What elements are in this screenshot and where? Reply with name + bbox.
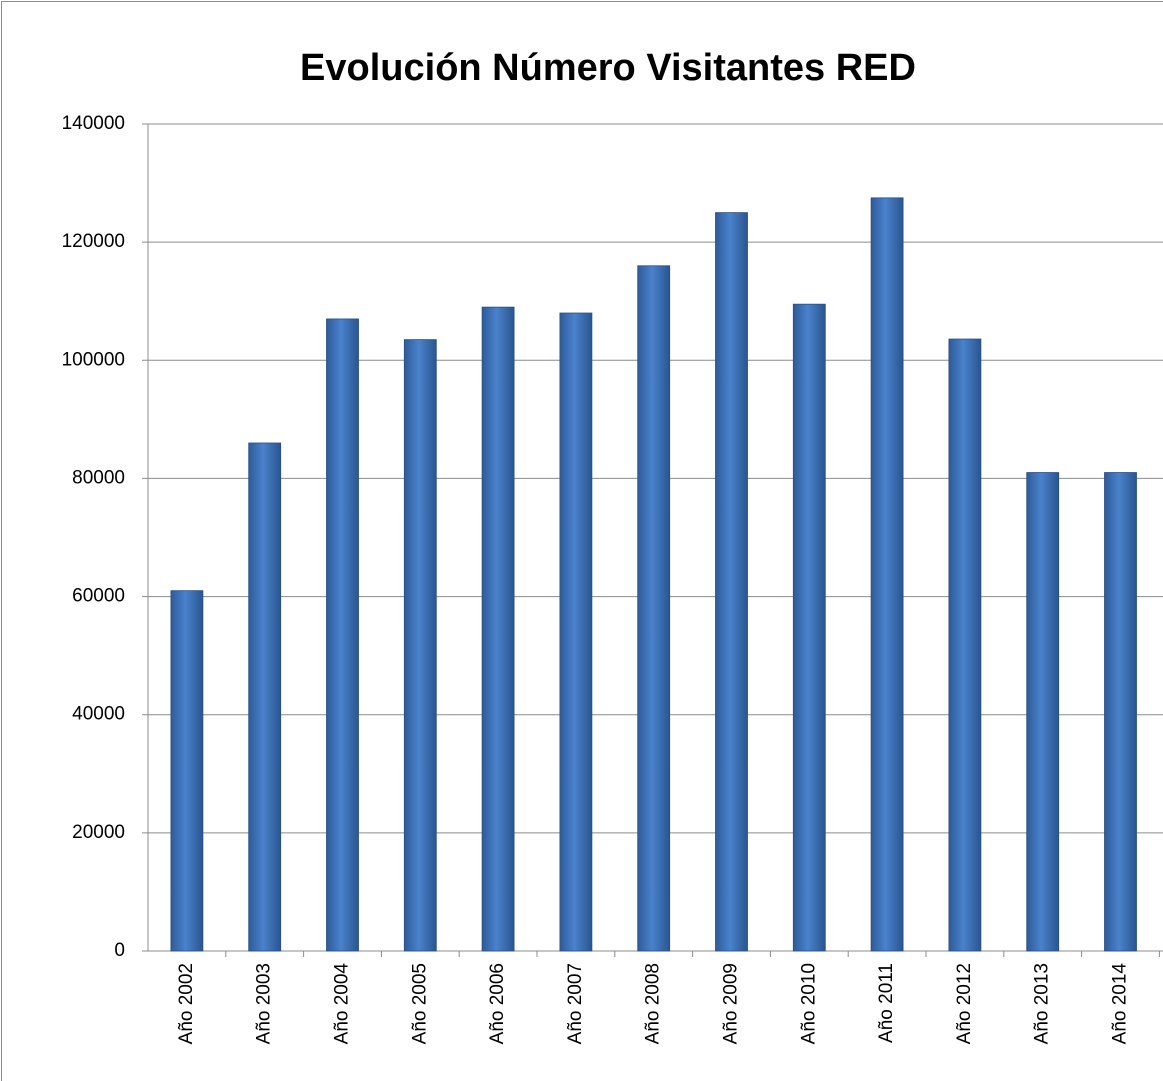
x-tick-label: Año 2009 — [721, 963, 742, 1044]
y-tick-label: 140000 — [62, 113, 125, 134]
x-tick-label: Año 2005 — [409, 963, 430, 1044]
bar — [792, 303, 826, 952]
bar — [170, 590, 204, 952]
x-tick-label: Año 2007 — [565, 963, 586, 1044]
y-tick-label: 20000 — [72, 822, 125, 843]
bar — [481, 306, 515, 952]
bar — [637, 265, 671, 952]
y-tick-label: 0 — [114, 940, 125, 961]
bar — [403, 339, 437, 952]
bar — [948, 338, 982, 952]
bar — [248, 442, 282, 952]
y-tick-label: 40000 — [72, 704, 125, 725]
y-tick-label: 60000 — [72, 586, 125, 607]
x-tick-label: Año 2004 — [332, 963, 353, 1045]
x-tick-label: Año 2011 — [876, 963, 897, 1043]
bar — [559, 312, 593, 952]
bar — [326, 318, 359, 952]
y-tick-label: 80000 — [72, 467, 125, 488]
bar — [1104, 472, 1137, 952]
bar — [715, 212, 748, 952]
y-tick-label: 100000 — [62, 349, 125, 370]
x-tick-label: Año 2012 — [954, 963, 975, 1044]
x-tick-label: Año 2010 — [798, 963, 819, 1044]
x-tick-label: Año 2002 — [176, 963, 197, 1044]
y-tick-label: 120000 — [62, 231, 125, 252]
chart-title: Evolución Número Visitantes RED — [300, 47, 916, 89]
bar — [870, 197, 904, 952]
x-tick-label: Año 2014 — [1110, 963, 1131, 1045]
x-tick-label: Año 2006 — [487, 963, 508, 1044]
x-tick-label: Año 2003 — [254, 963, 275, 1044]
bar — [1026, 472, 1060, 952]
x-tick-label: Año 2008 — [643, 963, 664, 1044]
x-tick-label: Año 2013 — [1032, 963, 1053, 1044]
